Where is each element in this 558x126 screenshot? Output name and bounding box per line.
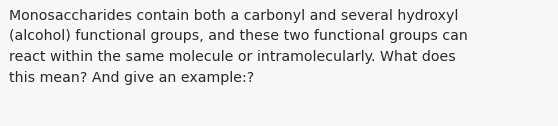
Text: Monosaccharides contain both a carbonyl and several hydroxyl
(alcohol) functiona: Monosaccharides contain both a carbonyl … (9, 9, 468, 85)
